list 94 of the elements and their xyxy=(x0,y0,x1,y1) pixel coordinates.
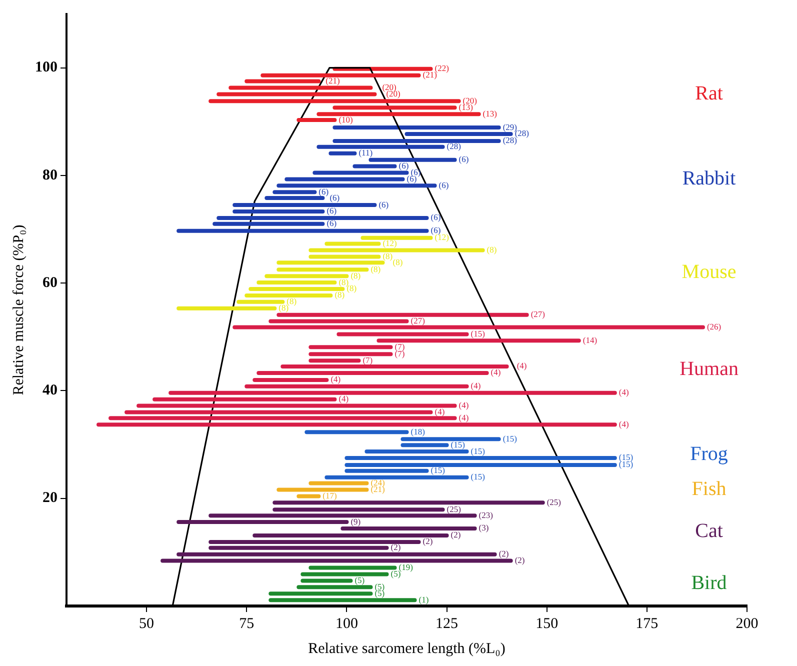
x-tick-label: 150 xyxy=(536,616,558,632)
x-tick-label: 200 xyxy=(736,616,758,632)
annotation: (4) xyxy=(490,367,501,378)
annotation: (23) xyxy=(478,510,494,520)
annotation: (6) xyxy=(398,160,409,171)
annotation: (15) xyxy=(430,465,446,476)
annotation: (26) xyxy=(706,321,722,332)
annotation: (15) xyxy=(470,328,486,338)
annotation: (20) xyxy=(462,95,478,106)
annotation: (15) xyxy=(502,433,518,444)
annotation: (20) xyxy=(382,82,397,92)
y-tick-label: 100 xyxy=(35,60,58,76)
annotation: (5) xyxy=(390,568,401,578)
annotation: (21) xyxy=(326,76,340,86)
annotation: (2) xyxy=(514,555,525,566)
x-tick-label: 125 xyxy=(436,616,458,632)
annotation: (1) xyxy=(418,594,429,604)
annotation: (2) xyxy=(390,542,401,552)
annotation: (5) xyxy=(354,574,365,585)
annotation: (8) xyxy=(370,264,381,274)
annotation: (10) xyxy=(338,114,354,124)
annotation: (9) xyxy=(350,516,361,526)
annotation: (8) xyxy=(286,296,297,306)
annotation: (4) xyxy=(618,387,629,398)
annotation: (27) xyxy=(410,316,426,326)
annotation: (17) xyxy=(322,490,338,500)
annotation: (2) xyxy=(422,536,433,546)
x-axis-title: Relative sarcomere length (%L₀) xyxy=(308,640,506,657)
annotation: (6) xyxy=(378,199,389,210)
annotation: (7) xyxy=(362,354,373,365)
annotation: (8) xyxy=(392,256,403,267)
annotation: (6) xyxy=(326,206,337,216)
text: Bird xyxy=(691,572,727,594)
annotation: (8) xyxy=(382,250,393,261)
annotation: (8) xyxy=(350,270,361,280)
annotation: (6) xyxy=(438,180,449,190)
annotation: (8) xyxy=(338,276,349,287)
text: Human xyxy=(680,358,738,380)
annotation: (12) xyxy=(382,238,398,248)
annotation: (2) xyxy=(498,548,509,559)
annotation: (29) xyxy=(502,122,518,132)
annotation: (6) xyxy=(318,186,329,196)
annotation: (7) xyxy=(394,341,405,352)
annotation: (6) xyxy=(458,154,469,164)
annotation: (28) xyxy=(446,141,462,152)
annotation: (13) xyxy=(482,108,498,118)
text: Frog xyxy=(690,443,728,466)
annotation: (6) xyxy=(330,192,340,202)
annotation: (4) xyxy=(618,418,629,429)
annotation: (15) xyxy=(450,439,466,450)
text: Cat xyxy=(695,520,724,542)
annotation: (15) xyxy=(618,452,634,462)
x-tick-label: 100 xyxy=(335,616,358,632)
annotation: (4) xyxy=(470,380,481,391)
annotation: (4) xyxy=(434,406,445,416)
annotation: (6) xyxy=(430,225,441,236)
y-tick-label: 40 xyxy=(42,382,58,399)
annotation: (6) xyxy=(326,218,337,228)
annotation: (25) xyxy=(446,504,462,514)
text: Rat xyxy=(695,82,724,105)
annotation: (4) xyxy=(516,360,527,371)
annotation: (4) xyxy=(458,400,469,410)
x-tick-label: 50 xyxy=(139,616,154,632)
annotation: (8) xyxy=(334,290,345,300)
text: Mouse xyxy=(682,261,736,284)
annotation: (24) xyxy=(370,478,386,488)
annotation: (6) xyxy=(430,212,441,222)
annotation: (21) xyxy=(422,70,438,80)
y-tick-label: 80 xyxy=(42,167,58,184)
annotation: (2) xyxy=(450,530,461,540)
y-axis-title: Relative muscle force (%P₀) xyxy=(10,224,27,396)
annotation: (15) xyxy=(470,472,486,482)
annotation: (8) xyxy=(486,244,497,254)
annotation: (14) xyxy=(582,334,598,345)
annotation: (22) xyxy=(434,63,450,74)
annotation: (4) xyxy=(458,412,469,422)
y-tick-label: 60 xyxy=(42,274,58,291)
annotation: (3) xyxy=(478,522,489,533)
annotation: (25) xyxy=(546,496,562,507)
text: Rabbit xyxy=(682,167,736,190)
annotation: (18) xyxy=(410,426,426,436)
y-tick-label: 20 xyxy=(42,490,58,506)
annotation: (19) xyxy=(398,562,414,572)
annotation: (8) xyxy=(278,302,289,313)
annotation: (5) xyxy=(374,581,385,592)
annotation: (4) xyxy=(338,394,349,404)
annotation: (27) xyxy=(530,309,546,320)
annotation: (15) xyxy=(470,446,486,456)
x-tick-label: 175 xyxy=(636,616,658,632)
annotation: (11) xyxy=(358,148,373,158)
annotation: (28) xyxy=(514,128,530,138)
x-tick-label: 75 xyxy=(239,616,254,632)
text: Fish xyxy=(692,478,726,500)
annotation: (4) xyxy=(330,374,341,384)
